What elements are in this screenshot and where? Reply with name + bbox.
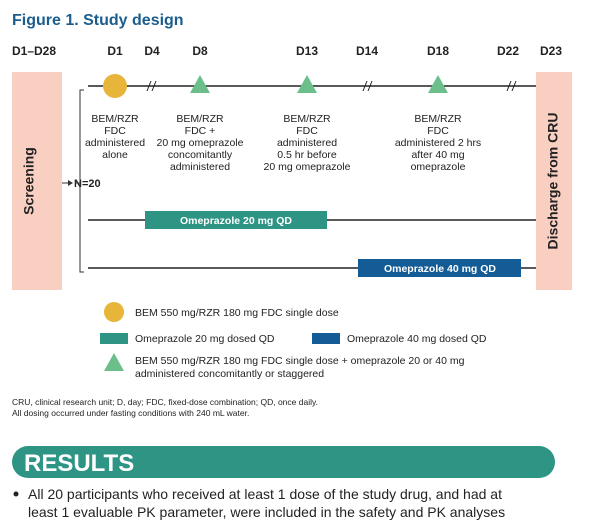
bullet-dot [13, 491, 19, 497]
day-label: D22 [497, 44, 519, 58]
legend-teal [100, 333, 128, 344]
legend-label: Omeprazole 40 mg dosed QD [347, 333, 487, 345]
day-label: D1 [107, 44, 123, 58]
dosing-note: administered 2 hrs [395, 137, 481, 149]
combined-dose-marker [428, 75, 448, 93]
dosing-note: BEM/RZR [91, 113, 139, 125]
dosing-note: administered [277, 137, 337, 149]
day-label: D23 [540, 44, 562, 58]
dosing-note: concomitantly [168, 149, 233, 161]
bracket [76, 89, 84, 273]
footnote: All dosing occurred under fasting condit… [12, 408, 249, 418]
figure-title: Figure 1. Study design [12, 12, 184, 29]
dosing-note: FDC [104, 125, 126, 137]
break-marks [146, 80, 517, 92]
dosing-note: 20 mg omeprazole [264, 161, 351, 173]
dosing-note: omeprazole [411, 161, 466, 173]
dosing-note: after 40 mg [411, 149, 464, 161]
bar-label: Omeprazole 20 mg QD [180, 215, 292, 227]
dosing-note: BEM/RZR [283, 113, 331, 125]
day-labels: D1–D28 D1 D4 D8 D13 D14 D18 D22 D23 [12, 44, 562, 58]
dosing-note: FDC + [185, 125, 216, 137]
day-label: D8 [192, 44, 208, 58]
legend-blue [312, 333, 340, 344]
legend-label: BEM 550 mg/RZR 180 mg FDC single dose [135, 307, 339, 319]
discharge-label: Discharge from CRU [545, 113, 561, 250]
n-label: N=20 [74, 178, 101, 190]
screening-label: Screening [21, 147, 37, 215]
dosing-note: FDC [427, 125, 449, 137]
day-label: D1–D28 [12, 44, 56, 58]
legend-circle [104, 302, 124, 322]
dosing-note: BEM/RZR [414, 113, 462, 125]
dosing-note: 20 mg omeprazole [157, 137, 244, 149]
dosing-note: administered [170, 161, 230, 173]
day-label: D13 [296, 44, 318, 58]
day-label: D4 [144, 44, 160, 58]
dosing-note: BEM/RZR [176, 113, 224, 125]
day-label: D18 [427, 44, 449, 58]
dosing-note: 0.5 hr before [277, 149, 337, 161]
combined-dose-marker [190, 75, 210, 93]
results-heading: RESULTS [24, 450, 134, 477]
omeprazole-40-bar [358, 259, 521, 277]
combined-dose-marker [297, 75, 317, 93]
discharge-box [536, 72, 572, 290]
footnote: CRU, clinical research unit; D, day; FDC… [12, 397, 318, 407]
day-label: D14 [356, 44, 378, 58]
dosing-note: alone [102, 149, 128, 161]
legend-triangle [104, 353, 124, 371]
omeprazole-20-bar [145, 211, 327, 229]
arrow-head [68, 180, 73, 186]
dosing-note: FDC [296, 125, 318, 137]
dosing-note: administered [85, 137, 145, 149]
single-dose-marker [103, 74, 127, 98]
legend-label: BEM 550 mg/RZR 180 mg FDC single dose + … [135, 355, 465, 367]
legend-label: Omeprazole 20 mg dosed QD [135, 333, 275, 345]
screening-box [12, 72, 62, 290]
results-banner [12, 446, 555, 478]
bullet-text: All 20 participants who received at leas… [28, 486, 502, 502]
bullet-text: least 1 evaluable PK parameter, were inc… [28, 504, 505, 520]
bar-label: Omeprazole 40 mg QD [384, 263, 496, 275]
legend-label: administered concomitantly or staggered [135, 368, 324, 380]
